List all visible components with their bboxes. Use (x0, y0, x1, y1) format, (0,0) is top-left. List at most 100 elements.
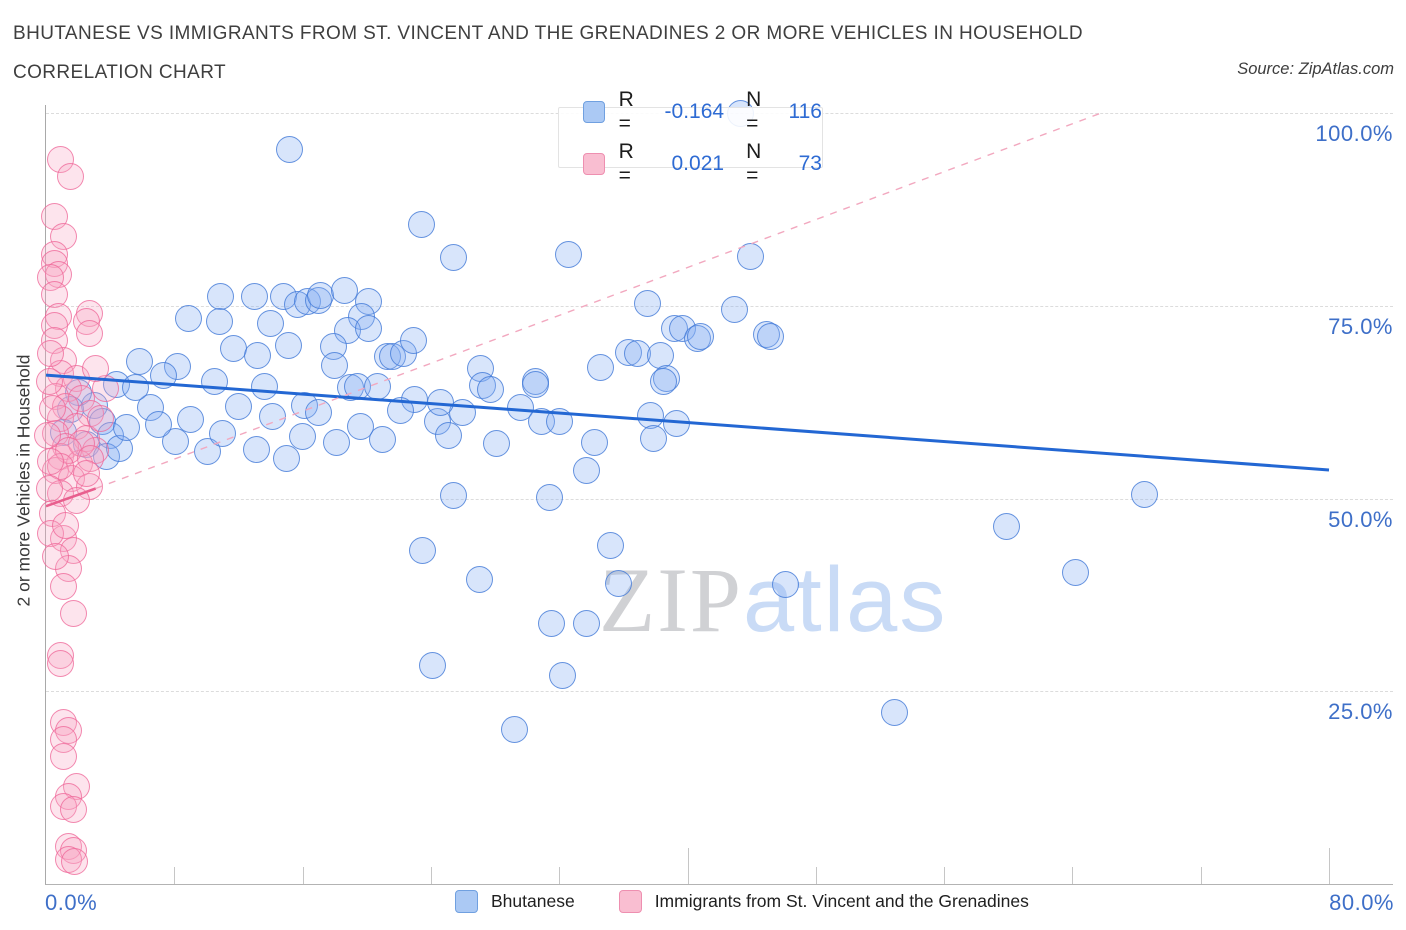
scatter-point-bhutanese (208, 420, 236, 448)
r-value-st-vincent: 0.021 (671, 151, 725, 175)
scatter-point-bhutanese (439, 481, 467, 509)
plot-area: ZIPatlas 100.0% 75.0% 50.0% 25.0% (34, 100, 1393, 885)
legend-row-bhutanese: R = -0.164 N = 116 (583, 88, 822, 136)
r-label: R = (618, 139, 634, 187)
n-label: N = (746, 87, 762, 135)
scatter-point-bhutanese (572, 457, 600, 485)
scatter-point-bhutanese (548, 661, 576, 689)
legend-row-st-vincent: R = 0.021 N = 73 (583, 140, 822, 188)
scatter-point-bhutanese (289, 422, 317, 450)
n-value-st-vincent: 73 (798, 151, 822, 175)
x-tick-56 (944, 867, 946, 884)
scatter-point-bhutanese (409, 537, 437, 565)
scatter-point-st-vincent (72, 460, 100, 488)
scatter-point-bhutanese (736, 242, 764, 270)
scatter-point-bhutanese (258, 403, 286, 431)
bhutanese-swatch-icon (583, 100, 605, 123)
scatter-point-bhutanese (273, 444, 301, 472)
gridline-50 (46, 498, 1393, 500)
r-value-bhutanese: -0.164 (664, 99, 725, 123)
scatter-point-bhutanese (242, 435, 270, 463)
scatter-point-bhutanese (580, 428, 608, 456)
x-tick-48 (815, 867, 817, 884)
scatter-point-bhutanese (476, 375, 504, 403)
scatter-point-bhutanese (662, 410, 690, 438)
bottom-legend: Bhutanese Immigrants from St. Vincent an… (455, 890, 1029, 913)
scatter-point-bhutanese (572, 609, 600, 637)
scatter-point-bhutanese (322, 429, 350, 457)
scatter-point-st-vincent (59, 795, 87, 823)
scatter-point-st-vincent (34, 421, 62, 449)
x-tick-8 (174, 867, 176, 884)
scatter-point-st-vincent (50, 742, 78, 770)
scatter-point-st-vincent (42, 542, 70, 570)
scatter-point-st-vincent (56, 163, 84, 191)
y-tick-label-25: 25.0% (1328, 699, 1393, 725)
scatter-point-st-vincent (37, 340, 65, 368)
scatter-point-st-vincent (46, 649, 74, 677)
scatter-point-bhutanese (330, 276, 358, 304)
x-tick-40 (687, 848, 689, 884)
scatter-point-st-vincent (35, 367, 63, 395)
watermark-zip: ZIP (599, 549, 743, 651)
x-tick-32 (559, 867, 561, 884)
scatter-point-st-vincent (82, 354, 110, 382)
scatter-point-bhutanese (1131, 481, 1159, 509)
scatter-point-bhutanese (125, 347, 153, 375)
scatter-point-bhutanese (537, 609, 565, 637)
chart-title: BHUTANESE VS IMMIGRANTS FROM ST. VINCENT… (13, 23, 1083, 83)
scatter-point-bhutanese (483, 430, 511, 458)
scatter-point-bhutanese (587, 353, 615, 381)
scatter-point-st-vincent (38, 394, 66, 422)
y-axis-title: 2 or more Vehicles in Household (13, 354, 34, 607)
scatter-point-bhutanese (880, 698, 908, 726)
scatter-point-bhutanese (720, 296, 748, 324)
scatter-point-bhutanese (536, 484, 564, 512)
gridline-25 (46, 691, 1393, 693)
x-tick-72 (1200, 867, 1202, 884)
scatter-point-bhutanese (364, 373, 392, 401)
scatter-point-bhutanese (354, 314, 382, 342)
r-label: R = (618, 87, 634, 135)
scatter-point-bhutanese (244, 341, 272, 369)
scatter-point-bhutanese (771, 571, 799, 599)
scatter-point-st-vincent (59, 599, 87, 627)
y-tick-label-50: 50.0% (1328, 506, 1393, 532)
scatter-point-bhutanese (407, 211, 435, 239)
scatter-point-bhutanese (605, 569, 633, 597)
x-axis-min-label: 0.0% (45, 890, 98, 915)
st-vincent-swatch-icon (583, 152, 605, 175)
scatter-point-bhutanese (597, 532, 625, 560)
scatter-point-bhutanese (240, 282, 268, 310)
scatter-point-st-vincent (50, 572, 78, 600)
scatter-point-st-vincent (51, 511, 79, 539)
scatter-point-bhutanese (205, 307, 233, 335)
scatter-point-bhutanese (399, 326, 427, 354)
scatter-point-bhutanese (465, 565, 493, 593)
scatter-point-bhutanese (521, 370, 549, 398)
legend-box: R = -0.164 N = 116 R = 0.021 N = 73 (558, 88, 823, 187)
scatter-point-bhutanese (649, 367, 677, 395)
scatter-point-bhutanese (257, 309, 285, 337)
scatter-point-bhutanese (250, 373, 278, 401)
x-tick-16 (302, 867, 304, 884)
scatter-point-bhutanese (175, 304, 203, 332)
scatter-point-bhutanese (757, 323, 785, 351)
scatter-point-bhutanese (1062, 559, 1090, 587)
scatter-point-bhutanese (112, 414, 140, 442)
scatter-point-bhutanese (346, 412, 374, 440)
bhutanese-legend-swatch-icon (455, 890, 478, 913)
scatter-point-bhutanese (220, 334, 248, 362)
scatter-point-st-vincent (35, 474, 63, 502)
y-tick-label-100: 100.0% (1315, 121, 1393, 146)
scatter-point-st-vincent (75, 320, 103, 347)
st-vincent-legend-swatch-icon (618, 890, 642, 913)
scatter-point-bhutanese (276, 135, 304, 163)
scatter-point-st-vincent (61, 848, 89, 876)
n-value-bhutanese: 116 (788, 99, 822, 123)
scatter-point-bhutanese (306, 282, 334, 310)
scatter-point-bhutanese (386, 397, 414, 425)
watermark: ZIPatlas (599, 547, 947, 653)
scatter-point-bhutanese (500, 715, 528, 743)
scatter-point-bhutanese (633, 289, 661, 317)
